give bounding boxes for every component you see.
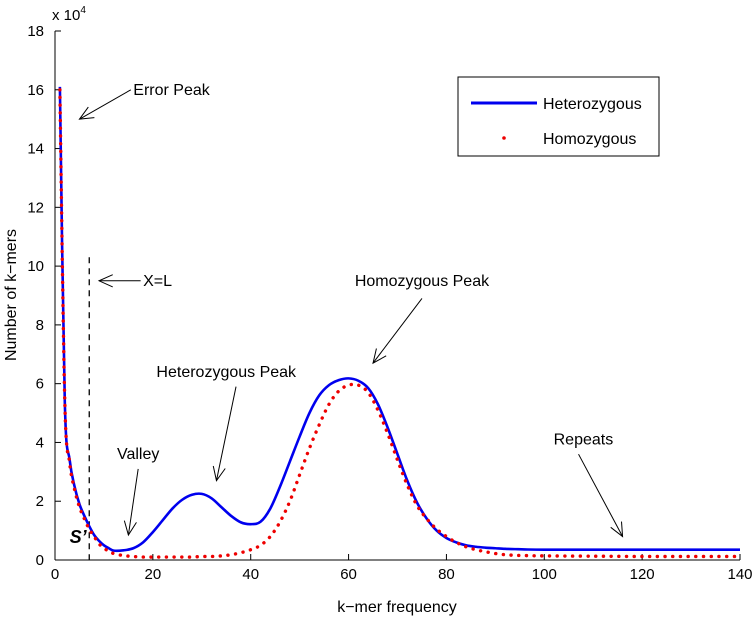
- legend-swatch-homozygous: [502, 136, 506, 140]
- x-tick-label: 80: [438, 566, 455, 583]
- annotation-s-prime: S’: [70, 527, 88, 547]
- axes-frame: [54, 31, 740, 561]
- x-tick-label: 60: [340, 566, 357, 583]
- x-tick-label: 20: [145, 566, 162, 583]
- x-tick-label: 40: [242, 566, 259, 583]
- y-tick-label: 4: [36, 434, 44, 451]
- annotation-homozygous-peak: Homozygous Peak: [355, 273, 490, 290]
- y-axis-label: Number of k−mers: [3, 229, 20, 361]
- y-tick-label: 12: [27, 199, 44, 216]
- x-tick-label: 100: [532, 566, 557, 583]
- y-exponent-power: 4: [80, 5, 86, 16]
- arrow-valley: [123, 468, 139, 537]
- x-tick-label: 140: [727, 566, 752, 583]
- legend: Heterozygous Homozygous: [457, 76, 660, 157]
- arrow-homozygous-peak: [372, 298, 423, 365]
- x-axis-label: k−mer frequency: [337, 599, 457, 616]
- y-tick-label: 6: [36, 376, 44, 393]
- axis-ticks: 0 20 40 60 80 100 120 140 0 2 4 6 8 10 12 14 16 18: [27, 23, 752, 583]
- x-tick-label: 120: [630, 566, 655, 583]
- y-exponent-base: x 10: [52, 7, 80, 24]
- annotation-error-peak: Error Peak: [133, 82, 210, 99]
- arrow-x-equals-l: [97, 274, 141, 288]
- y-exponent-label: x 104: [52, 5, 86, 24]
- annotation-heterozygous-peak: Heterozygous Peak: [156, 364, 297, 381]
- series-group: [58, 86, 742, 559]
- legend-label-homozygous: Homozygous: [543, 131, 636, 148]
- annotation-repeats: Repeats: [554, 432, 614, 449]
- legend-box: [457, 76, 660, 157]
- y-tick-label: 18: [27, 23, 44, 40]
- arrow-error-peak: [78, 89, 132, 120]
- y-tick-label: 14: [27, 141, 44, 158]
- series-line-homozygous: [58, 88, 742, 559]
- y-tick-label: 8: [36, 317, 44, 334]
- arrow-repeats: [578, 453, 624, 538]
- y-tick-label: 16: [27, 82, 44, 99]
- annotation-x-equals-l: X=L: [143, 273, 172, 290]
- series-line-heterozygous: [58, 86, 740, 553]
- arrow-heterozygous-peak: [212, 386, 237, 482]
- annotations-group: Error Peak X=L Homozygous Peak Heterozygous…: [70, 82, 624, 547]
- annotation-valley: Valley: [117, 446, 159, 463]
- legend-label-heterozygous: Heterozygous: [543, 96, 642, 113]
- y-tick-label: 2: [36, 493, 44, 510]
- y-tick-label: 10: [27, 258, 44, 275]
- y-tick-label: 0: [36, 552, 44, 569]
- x-tick-label: 0: [51, 566, 59, 583]
